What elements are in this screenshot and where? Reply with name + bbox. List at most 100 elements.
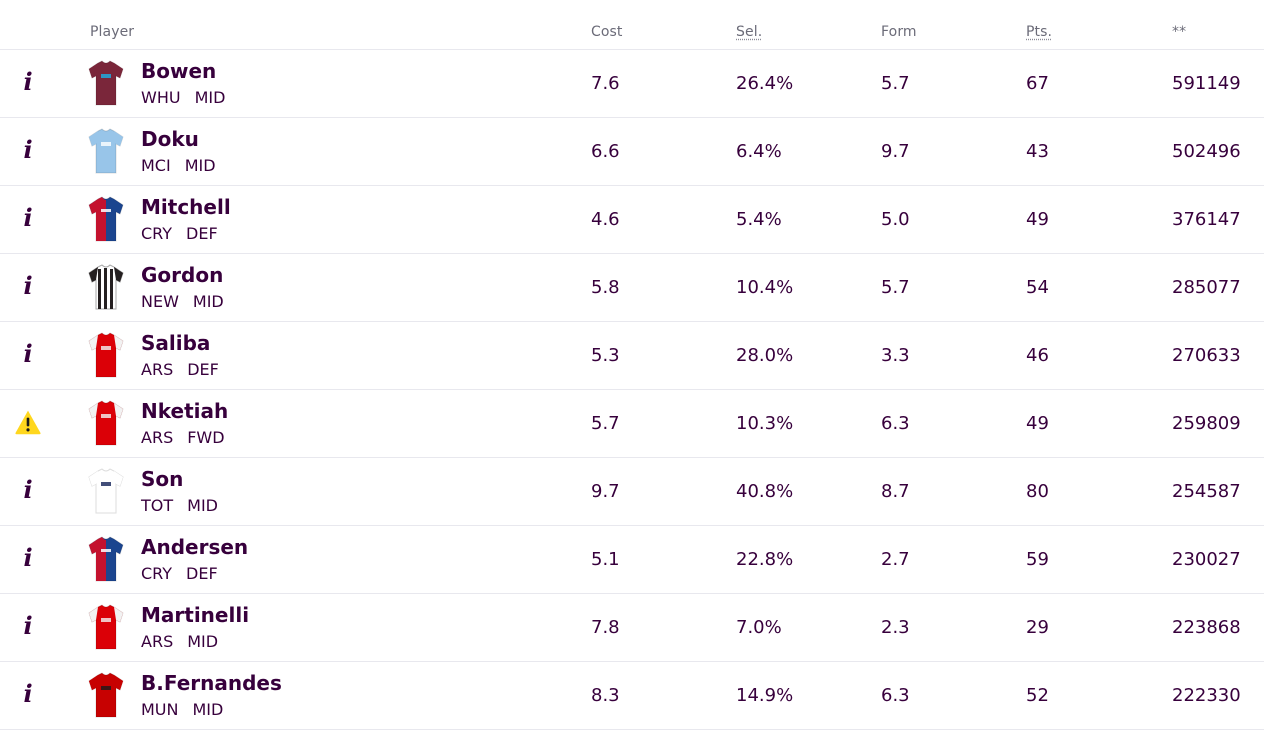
cost-cell: 9.7: [591, 481, 620, 502]
stat-cell: 223868: [1172, 617, 1241, 638]
stat-cell: 270633: [1172, 345, 1241, 366]
table-body: i Bowen WHU MID 7.6 26.4% 5.7 67 591149 i Doku MCI M…: [0, 50, 1264, 730]
player-name[interactable]: Son: [141, 467, 184, 491]
player-position: MID: [192, 700, 224, 719]
form-cell: 8.7: [881, 481, 910, 502]
column-header-selected[interactable]: Sel.: [736, 24, 763, 40]
form-cell: 5.7: [881, 73, 910, 94]
player-team: ARS: [141, 428, 174, 447]
table-row[interactable]: i Martinelli ARS MID 7.8 7.0% 2.3 29 223868: [0, 594, 1264, 662]
player-name[interactable]: Doku: [141, 127, 199, 151]
player-name[interactable]: Bowen: [141, 59, 217, 83]
team-shirt-icon: [88, 127, 124, 175]
team-shirt-icon: [88, 331, 124, 379]
column-header-points[interactable]: Pts.: [1026, 24, 1053, 40]
info-icon[interactable]: i: [23, 339, 33, 368]
stat-cell: 502496: [1172, 141, 1241, 162]
player-meta: WHU MID: [141, 88, 225, 108]
stat-cell: 222330: [1172, 685, 1241, 706]
points-cell: 59: [1026, 549, 1049, 570]
table-row[interactable]: i B.Fernandes MUN MID 8.3 14.9% 6.3 52 222330: [0, 662, 1264, 730]
player-meta: ARS FWD: [141, 428, 225, 448]
player-team: NEW: [141, 292, 179, 311]
table-row[interactable]: i Bowen WHU MID 7.6 26.4% 5.7 67 591149: [0, 50, 1264, 118]
cost-cell: 5.8: [591, 277, 620, 298]
selected-cell: 14.9%: [736, 685, 794, 706]
points-cell: 49: [1026, 413, 1049, 434]
info-icon[interactable]: i: [23, 135, 33, 164]
info-icon[interactable]: i: [23, 475, 33, 504]
column-header-player[interactable]: Player: [90, 24, 135, 40]
info-icon[interactable]: i: [23, 271, 33, 300]
selected-cell: 28.0%: [736, 345, 794, 366]
player-name[interactable]: Martinelli: [141, 603, 250, 627]
info-icon[interactable]: i: [23, 543, 33, 572]
form-cell: 6.3: [881, 685, 910, 706]
stat-cell: 230027: [1172, 549, 1241, 570]
player-name[interactable]: Saliba: [141, 331, 211, 355]
team-shirt-icon: [88, 59, 124, 107]
warning-icon[interactable]: [14, 406, 42, 438]
team-shirt-icon: [88, 399, 124, 447]
player-meta: MCI MID: [141, 156, 216, 176]
form-cell: 9.7: [881, 141, 910, 162]
table-row[interactable]: i Gordon NEW MID 5.8 10.4% 5.7 54 285077: [0, 254, 1264, 322]
selected-cell: 10.4%: [736, 277, 794, 298]
player-team: ARS: [141, 632, 174, 651]
column-header-form[interactable]: Form: [881, 24, 917, 40]
player-team: TOT: [141, 496, 174, 515]
table-row[interactable]: i Saliba ARS DEF 5.3 28.0% 3.3 46 270633: [0, 322, 1264, 390]
table-row[interactable]: i Son TOT MID 9.7 40.8% 8.7 80 254587: [0, 458, 1264, 526]
team-shirt-icon: [88, 603, 124, 651]
selected-cell: 6.4%: [736, 141, 782, 162]
player-name[interactable]: Mitchell: [141, 195, 231, 219]
player-team: WHU: [141, 88, 181, 107]
player-position: MID: [184, 156, 216, 175]
player-team: MCI: [141, 156, 171, 175]
stat-cell: 376147: [1172, 209, 1241, 230]
player-position: MID: [194, 88, 226, 107]
form-cell: 5.0: [881, 209, 910, 230]
player-meta: MUN MID: [141, 700, 223, 720]
table-row[interactable]: i Doku MCI MID 6.6 6.4% 9.7 43 502496: [0, 118, 1264, 186]
selected-cell: 10.3%: [736, 413, 794, 434]
team-shirt-icon: [88, 671, 124, 719]
player-team: CRY: [141, 564, 173, 583]
info-icon[interactable]: i: [23, 67, 33, 96]
player-name[interactable]: B.Fernandes: [141, 671, 282, 695]
form-cell: 6.3: [881, 413, 910, 434]
info-icon[interactable]: i: [23, 679, 33, 708]
stat-cell: 285077: [1172, 277, 1241, 298]
player-name[interactable]: Andersen: [141, 535, 249, 559]
cost-cell: 7.6: [591, 73, 620, 94]
info-icon[interactable]: i: [23, 203, 33, 232]
player-position: MID: [192, 292, 224, 311]
column-header-cost[interactable]: Cost: [591, 24, 623, 40]
table-row[interactable]: i Mitchell CRY DEF 4.6 5.4% 5.0 49 376147: [0, 186, 1264, 254]
stat-cell: 254587: [1172, 481, 1241, 502]
selected-cell: 5.4%: [736, 209, 782, 230]
selected-cell: 40.8%: [736, 481, 794, 502]
player-team: CRY: [141, 224, 173, 243]
points-cell: 52: [1026, 685, 1049, 706]
table-row[interactable]: i Andersen CRY DEF 5.1 22.8% 2.7 59 230027: [0, 526, 1264, 594]
cost-cell: 5.7: [591, 413, 620, 434]
player-meta: ARS DEF: [141, 360, 219, 380]
info-icon[interactable]: i: [23, 611, 33, 640]
form-cell: 5.7: [881, 277, 910, 298]
column-header-stat[interactable]: **: [1172, 24, 1187, 40]
points-cell: 54: [1026, 277, 1049, 298]
player-position: DEF: [186, 564, 218, 583]
points-cell: 46: [1026, 345, 1049, 366]
table-row[interactable]: Nketiah ARS FWD 5.7 10.3% 6.3 49 259809: [0, 390, 1264, 458]
team-shirt-icon: [88, 263, 124, 311]
player-name[interactable]: Gordon: [141, 263, 224, 287]
cost-cell: 5.1: [591, 549, 620, 570]
cost-cell: 6.6: [591, 141, 620, 162]
cost-cell: 8.3: [591, 685, 620, 706]
player-position: DEF: [186, 224, 218, 243]
player-team: MUN: [141, 700, 179, 719]
selected-cell: 26.4%: [736, 73, 794, 94]
player-name[interactable]: Nketiah: [141, 399, 229, 423]
form-cell: 2.7: [881, 549, 910, 570]
